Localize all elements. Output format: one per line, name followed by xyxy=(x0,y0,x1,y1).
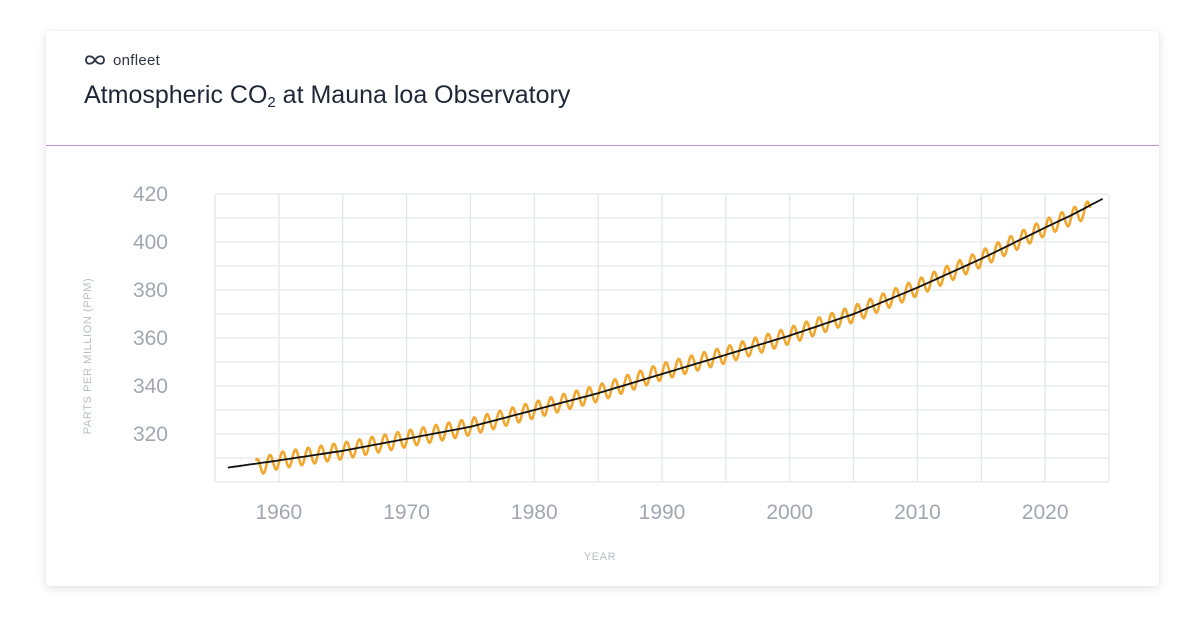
y-tick-label: 320 xyxy=(133,423,168,446)
y-tick-label: 340 xyxy=(133,375,168,398)
y-tick-label: 420 xyxy=(133,183,168,206)
monthly-co2-line xyxy=(254,200,1092,475)
x-axis-label: YEAR xyxy=(584,551,616,563)
x-tick-label: 1970 xyxy=(383,501,430,524)
infinity-logo-icon xyxy=(85,55,105,65)
x-axis-ticks: 1960 1970 1980 1990 2000 2010 2020 xyxy=(255,501,1068,524)
y-tick-label: 400 xyxy=(133,231,168,254)
chart-card: onfleet Atmospheric CO2 at Mauna loa Obs… xyxy=(46,31,1159,586)
title-main: Atmospheric CO xyxy=(84,81,268,109)
title-rest: at Mauna loa Observatory xyxy=(275,81,571,109)
chart-title: Atmospheric CO2 at Mauna loa Observatory xyxy=(84,81,570,110)
x-tick-label: 2000 xyxy=(766,501,813,524)
x-tick-label: 2010 xyxy=(894,501,941,524)
co2-line-chart: 320 340 360 380 400 420 1960 1970 1980 1990 2000 2… xyxy=(82,183,1110,563)
x-tick-label: 2020 xyxy=(1022,501,1069,524)
x-tick-label: 1980 xyxy=(511,501,558,524)
y-axis-ticks: 320 340 360 380 400 420 xyxy=(133,183,168,446)
trend-co2-line xyxy=(227,198,1104,469)
x-tick-label: 1990 xyxy=(639,501,686,524)
brand-name: onfleet xyxy=(113,51,161,69)
series-lines xyxy=(227,198,1104,475)
x-tick-label: 1960 xyxy=(255,501,302,524)
y-tick-label: 360 xyxy=(133,327,168,350)
brand-logo: onfleet xyxy=(83,50,160,70)
y-axis-label: PARTS PER MILLION (PPM) xyxy=(82,278,94,434)
y-tick-label: 380 xyxy=(133,279,168,302)
grid-lines xyxy=(214,193,1110,483)
card-header: onfleet Atmospheric CO2 at Mauna loa Obs… xyxy=(46,31,1159,146)
title-subscript: 2 xyxy=(267,94,276,111)
